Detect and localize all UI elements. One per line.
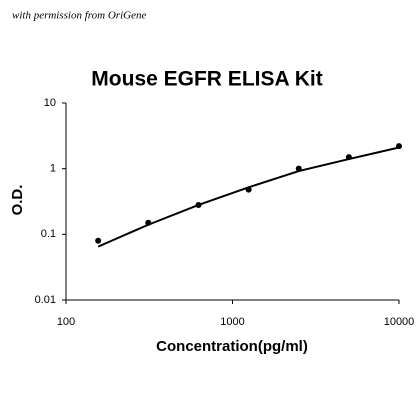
x-tick-label: 100: [57, 316, 75, 328]
y-tick-label: 1: [50, 163, 56, 175]
x-tick-label: 1000: [220, 316, 244, 328]
y-tick-label: 0.01: [35, 294, 56, 306]
annotation: with permission from OriGene: [12, 10, 146, 22]
x-tick-label: 10000: [384, 316, 415, 328]
y-tick-label: 10: [44, 97, 56, 109]
y-tick-label: 0.1: [41, 228, 56, 240]
fit-line: [97, 146, 400, 248]
x-axis-label: Concentration(pg/ml): [156, 338, 308, 355]
y-axis-label: O.D.: [9, 185, 26, 216]
data-point: [95, 237, 102, 244]
chart-title: Mouse EGFR ELISA Kit: [91, 68, 322, 91]
